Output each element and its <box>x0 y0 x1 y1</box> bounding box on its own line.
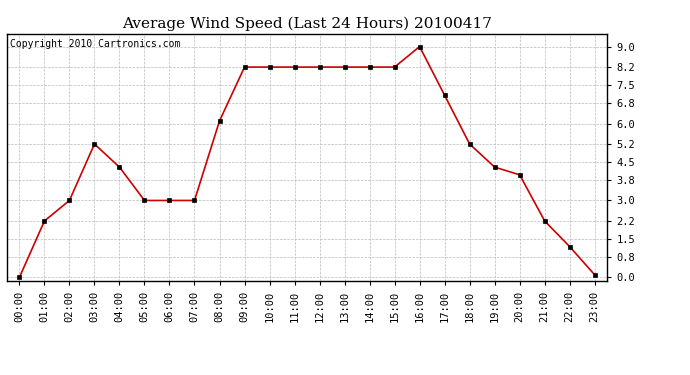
Text: Copyright 2010 Cartronics.com: Copyright 2010 Cartronics.com <box>10 39 180 49</box>
Title: Average Wind Speed (Last 24 Hours) 20100417: Average Wind Speed (Last 24 Hours) 20100… <box>122 17 492 31</box>
